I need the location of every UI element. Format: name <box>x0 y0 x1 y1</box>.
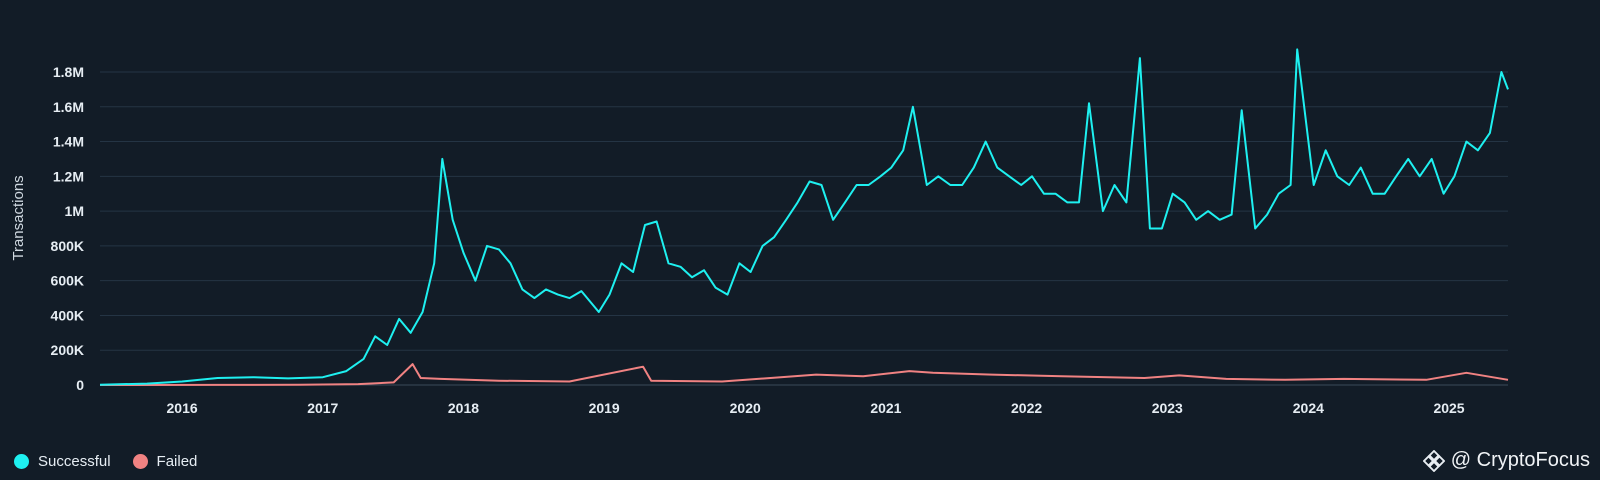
y-tick-label: 1.4M <box>53 134 84 150</box>
y-tick-label: 1.2M <box>53 168 84 184</box>
gridlines <box>100 71 1508 386</box>
x-tick-label: 2024 <box>1293 400 1324 416</box>
series-layer <box>99 48 1509 386</box>
x-tick-label: 2021 <box>870 400 901 416</box>
y-tick-label: 400K <box>51 307 84 323</box>
x-tick-label: 2020 <box>730 400 761 416</box>
x-tick-label: 2023 <box>1152 400 1183 416</box>
y-axis-label: Transactions <box>10 175 27 260</box>
y-tick-label: 1M <box>65 203 84 219</box>
watermark: @ CryptoFocus <box>1422 449 1590 472</box>
x-tick-label: 2018 <box>448 400 479 416</box>
legend: Successful Failed <box>14 453 197 470</box>
legend-label-failed: Failed <box>156 453 198 470</box>
series-line-successful <box>99 48 1509 386</box>
legend-item-failed[interactable]: Failed <box>132 453 198 470</box>
x-tick-label: 2017 <box>307 400 338 416</box>
failed-swatch <box>132 454 148 469</box>
y-axis-ticks: 0 200K 400K 600K 800K 1M 1.2M 1.4M 1.6M 1.8M <box>51 64 85 393</box>
x-tick-label: 2016 <box>167 400 198 416</box>
x-tick-label: 2019 <box>589 400 620 416</box>
x-tick-label: 2022 <box>1011 400 1042 416</box>
y-tick-label: 0 <box>76 377 84 393</box>
watermark-text: @ CryptoFocus <box>1450 449 1590 471</box>
series-line-failed <box>99 363 1509 386</box>
y-tick-label: 1.8M <box>53 64 84 80</box>
y-tick-label: 800K <box>51 238 84 254</box>
successful-swatch <box>14 454 29 469</box>
legend-item-successful[interactable]: Successful <box>14 453 111 470</box>
x-axis-ticks: 2016 2017 2018 2019 2020 2021 2022 2023 2024 2025 <box>167 400 1465 416</box>
y-tick-label: 1.6M <box>53 99 84 115</box>
y-tick-label: 600K <box>51 273 84 289</box>
x-tick-label: 2025 <box>1433 400 1464 416</box>
cryptofocus-logo-icon <box>1422 449 1445 472</box>
legend-label-successful: Successful <box>38 453 111 470</box>
y-tick-label: 200K <box>51 342 84 358</box>
